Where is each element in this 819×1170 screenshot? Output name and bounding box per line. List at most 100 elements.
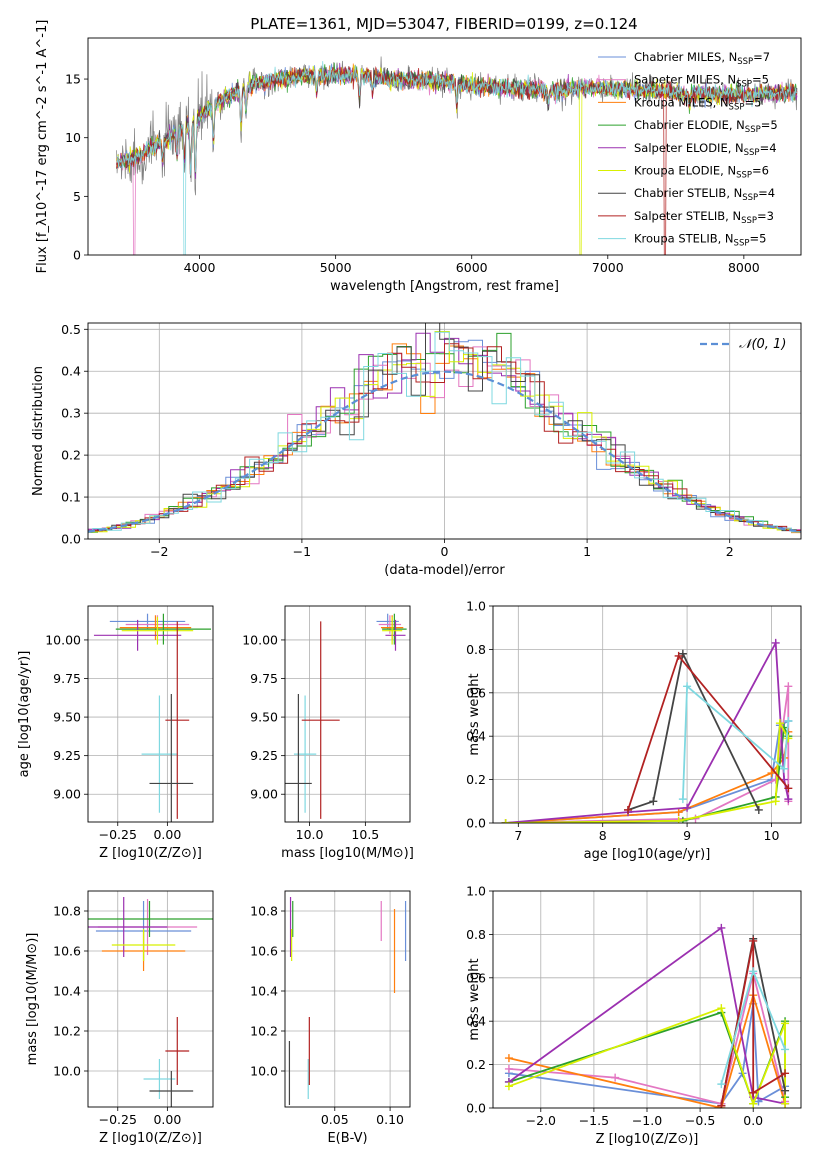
x-axis-label: age [log10(age/yr)] — [584, 847, 711, 862]
weight-marker-kroupa_elodie — [781, 1019, 790, 1028]
panel-mass_vs_Z: −0.25 0.00 10.0 10.2 10.4 10.6 10.8 Z [log10(Z/… — [25, 890, 214, 1146]
panel-residuals: −2 −1 0 1 2 0.0 0.1 0.2 0.3 0.4 0.5 (data-model)/er… — [31, 322, 802, 578]
y-tick-label: 0.4 — [61, 364, 81, 379]
x-axis-label: (data-model)/error — [384, 563, 505, 578]
axes-frame — [284, 605, 411, 823]
x-tick-label: 10 — [764, 828, 780, 843]
x-tick-label: 8000 — [728, 260, 760, 275]
x-tick-label: 0.10 — [376, 1112, 404, 1127]
x-axis-label: Z [log10(Z/Z⊙)] — [596, 1132, 699, 1147]
legend-label-chabrier_elodie: Chabrier ELODIE, NSSP=5 — [634, 118, 778, 135]
weight-marker-chabrier_stelib — [781, 1086, 790, 1095]
y-tick-label: 0.4 — [466, 729, 486, 744]
weight-marker-kroupa_elodie — [501, 819, 510, 823]
y-tick-label: 10.0 — [250, 1064, 278, 1079]
weight-marker-kroupa_stelib — [678, 795, 687, 804]
weight-marker-salpeter_elodie — [683, 803, 692, 812]
legend-label-value: =7 — [753, 50, 770, 64]
panel-weight_vs_age: 7 8 9 10 0.0 0.2 0.4 0.6 0.8 1.0 age [log10(age/yr… — [466, 599, 802, 862]
axes-frame — [87, 322, 802, 540]
y-tick-label: 9.00 — [250, 787, 278, 802]
y-tick-label: 10.00 — [242, 632, 278, 647]
y-axis-label: mass weight — [467, 958, 482, 1040]
y-tick-label: 0.3 — [61, 406, 81, 421]
panel-weight_vs_Z: −2.0 −1.5 −1.0 −0.5 0.0 0.0 0.2 0.4 0.6 0.8 1.0 Z [… — [466, 884, 802, 1147]
y-tick-label: 10.6 — [250, 944, 278, 959]
y-tick-label: 10.2 — [250, 1024, 278, 1039]
axes-frame — [87, 605, 214, 823]
x-tick-label: 0 — [441, 544, 449, 559]
y-tick-label: 10.00 — [45, 632, 81, 647]
x-tick-label: −0.25 — [99, 1112, 137, 1127]
y-axis-label: Normed distribution — [31, 366, 46, 496]
weight-marker-kroupa_stelib — [781, 1045, 790, 1054]
histogram-kroupa_stelib — [88, 331, 801, 533]
y-tick-label: 5 — [73, 189, 81, 204]
weight-marker-kroupa_stelib — [683, 682, 692, 691]
legend-label-value: =5 — [749, 232, 766, 246]
y-tick-label: 1.0 — [466, 884, 486, 899]
legend-label-value: =5 — [761, 118, 778, 132]
x-tick-label: −2.0 — [526, 1113, 556, 1128]
x-tick-label: −0.5 — [685, 1113, 715, 1128]
y-axis-label: mass [log10(M/M⊙)] — [25, 933, 40, 1066]
weight-marker-salpeter_elodie — [784, 795, 793, 804]
x-axis-label: Z [log10(Z/Z⊙)] — [99, 1131, 202, 1146]
legend-label-prefix: Chabrier MILES, N — [634, 50, 737, 64]
normal-distribution-curve — [88, 370, 801, 533]
legend-label-subscript: SSP — [736, 80, 752, 90]
legend-label-prefix: Salpeter ELODIE, N — [634, 141, 744, 155]
weight-line-kroupa_miles — [508, 991, 786, 1108]
weight-line-salpeter_elodie — [505, 639, 790, 823]
legend-label-prefix: Salpeter STELIB, N — [634, 209, 741, 223]
weight-marker-salpeter_stelib — [749, 936, 758, 945]
legend-label-subscript: SSP — [734, 239, 750, 249]
legend-label-prefix: Salpeter MILES, N — [634, 73, 736, 87]
model-line-kroupa_stelib — [116, 61, 797, 255]
legend-label-prefix: Kroupa ELODIE, N — [634, 164, 736, 178]
x-tick-label: −2 — [150, 544, 168, 559]
weight-line-chabrier_elodie — [505, 724, 790, 823]
weight-marker-kroupa_elodie — [775, 719, 784, 728]
panel-mass_vs_ebv: 0.05 0.10 10.0 10.2 10.4 10.6 10.8 E(B-V) — [250, 890, 411, 1146]
x-axis-label: E(B-V) — [327, 1131, 367, 1146]
plot-area-mass_vs_ebv — [288, 897, 407, 1105]
plot-area-age_vs_Z — [93, 613, 212, 822]
x-axis-label: mass [log10(M/M⊙)] — [281, 846, 414, 861]
axes-frame — [87, 37, 802, 256]
weight-marker-salpeter_stelib — [717, 1101, 726, 1108]
legend-label-chabrier_miles: Chabrier MILES, NSSP=7 — [634, 50, 770, 67]
legend-label-salpeter_miles: Salpeter MILES, NSSP=5 — [634, 73, 769, 90]
y-tick-label: 15 — [65, 72, 81, 87]
y-tick-label: 0.0 — [466, 1101, 486, 1116]
y-tick-label: 10.4 — [53, 984, 81, 999]
weight-marker-salpeter_stelib — [781, 1069, 790, 1078]
x-axis-label: wavelength [Angstrom, rest frame] — [330, 279, 559, 294]
x-tick-label: −1.5 — [579, 1113, 609, 1128]
y-tick-label: 9.50 — [250, 710, 278, 725]
plot-area-spectrum — [116, 56, 798, 255]
axes-frame — [87, 890, 214, 1108]
legend-label-subscript: SSP — [736, 171, 752, 181]
legend-label-salpeter_elodie: Salpeter ELODIE, NSSP=4 — [634, 141, 777, 158]
y-tick-label: 0.4 — [466, 1014, 486, 1029]
y-tick-label: 0.0 — [61, 532, 81, 547]
weight-marker-kroupa_stelib — [780, 764, 789, 773]
weight-marker-salpeter_stelib — [674, 651, 683, 660]
axes-frame — [492, 890, 802, 1109]
weight-line-kroupa_stelib — [682, 684, 790, 800]
y-tick-label: 10 — [65, 130, 81, 145]
x-tick-label: 8 — [599, 828, 607, 843]
x-tick-label: −0.25 — [99, 827, 137, 842]
legend-label-subscript: SSP — [729, 102, 745, 112]
y-tick-label: 10.8 — [53, 904, 81, 919]
weight-marker-kroupa_elodie — [749, 1099, 758, 1108]
panel-spectrum: 4000 5000 6000 7000 8000 0 5 10 15 wavelength [An… — [35, 20, 802, 294]
histogram-kroupa_elodie — [88, 331, 801, 533]
legend-label-kroupa_elodie: Kroupa ELODIE, NSSP=6 — [634, 164, 769, 181]
weight-marker-kroupa_stelib — [784, 717, 793, 726]
panel-age_vs_mass: 10.0 10.5 9.00 9.25 9.50 9.75 10.00 mass [log10… — [242, 605, 414, 861]
x-tick-label: 9 — [683, 828, 691, 843]
x-tick-label: −1.0 — [632, 1113, 662, 1128]
y-tick-label: 0.8 — [466, 927, 486, 942]
